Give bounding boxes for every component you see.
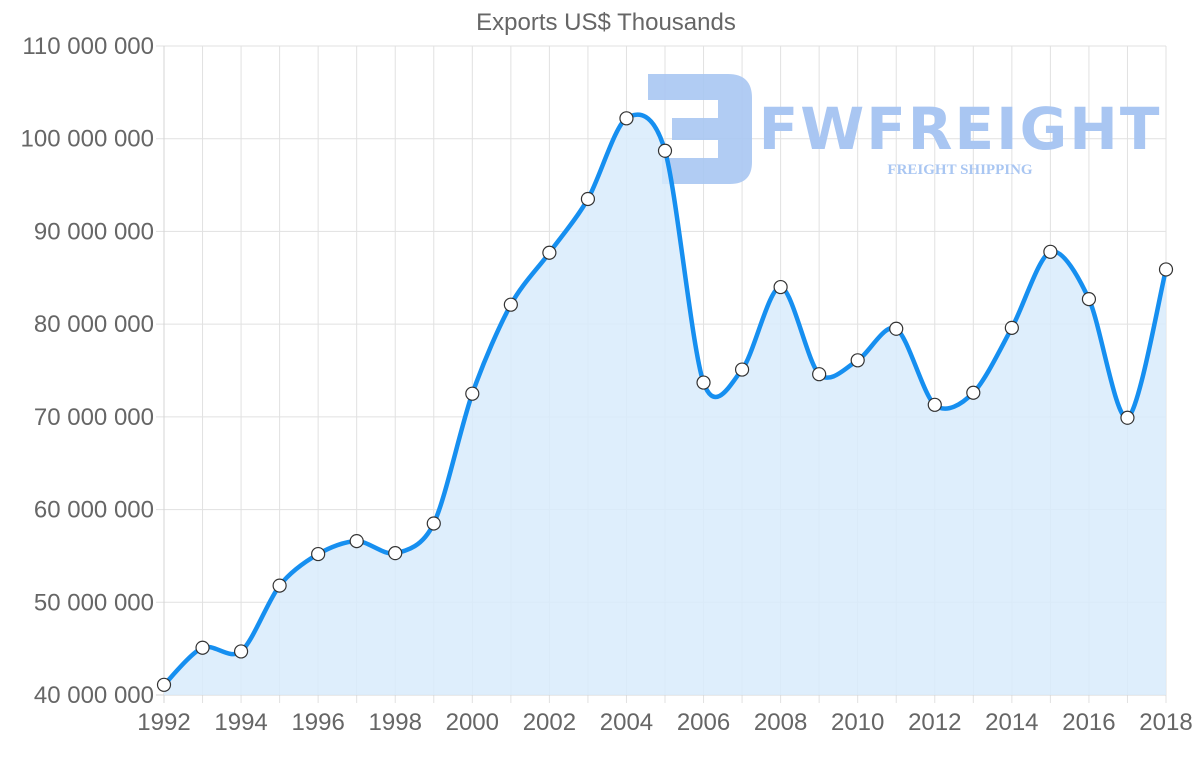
data-points: 1992: 41100000 1993: 45100000 1994: 447000… (156, 111, 1174, 692)
y-tick-label: 60 000 000 (34, 497, 154, 524)
data-point-2003[interactable]: 2003: 93500000 (580, 191, 596, 207)
data-point-2001[interactable]: 2001: 82100000 (503, 297, 518, 312)
x-tick-label: 2008 (754, 709, 807, 736)
data-point-2007[interactable]: 2007: 75100000 (734, 362, 750, 377)
x-tick-label: 2018 (1139, 709, 1192, 736)
y-tick-label: 40 000 000 (34, 682, 154, 709)
area-fill (164, 114, 1166, 695)
y-tick-label: 100 000 000 (21, 126, 154, 153)
data-point-2015[interactable]: 2015: 87800000 (1043, 244, 1058, 259)
watermark-brand-text: FWFREIGHT (759, 95, 1162, 163)
data-point-2014[interactable]: 2014: 79600000 (1004, 320, 1019, 335)
data-point-2018[interactable]: 2018: 85900000 (1158, 262, 1174, 277)
data-point-1995[interactable]: 1995: 51800000 (272, 578, 287, 593)
chart-title: Exports US$ Thousands (476, 9, 736, 36)
data-point-2006[interactable]: 2006: 73700000 (696, 375, 711, 390)
data-point-1998[interactable]: 1998: 55300000 (388, 546, 403, 561)
data-point-1997[interactable]: 1997: 56600000 (349, 533, 364, 549)
data-point-2011[interactable]: 2011: 79500000 (889, 321, 904, 336)
data-point-2012[interactable]: 2012: 71300000 (927, 397, 942, 412)
watermark-tagline-text: FREIGHT SHIPPING (887, 162, 1032, 178)
data-point-2016[interactable]: 2016: 82700000 (1081, 292, 1097, 307)
data-point-1994[interactable]: 1994: 44700000 (233, 644, 249, 659)
data-point-2004[interactable]: 2004: 102200000 (619, 111, 634, 126)
y-tick-label: 50 000 000 (34, 589, 154, 616)
y-tick-label: 110 000 000 (22, 33, 154, 60)
x-tick-label: 1992 (137, 709, 190, 736)
data-point-1992[interactable]: 1992: 41100000 (156, 677, 172, 692)
y-tick-label: 90 000 000 (34, 218, 154, 245)
data-point-2013[interactable]: 2013: 72600000 (966, 385, 981, 400)
x-tick-label: 2012 (908, 709, 961, 736)
x-tick-label: 1996 (291, 709, 344, 736)
x-tick-label: 2000 (446, 709, 499, 736)
x-tick-label: 2010 (831, 709, 884, 736)
x-tick-label: 2014 (985, 709, 1038, 736)
data-point-2005[interactable]: 2005: 98700000 (657, 143, 673, 158)
data-point-2008[interactable]: 2008: 84000000 (773, 279, 788, 295)
fwfreight-logo-icon (648, 74, 752, 184)
y-tick-label: 80 000 000 (34, 311, 154, 338)
x-axis-ticks: 1992 1994 1996 1998 2000 2002 2004 2006 2008 2010… (137, 709, 1192, 736)
x-tick-label: 2016 (1062, 709, 1115, 736)
area-fill-path (164, 114, 1166, 695)
data-point-1996[interactable]: 1996: 55200000 (311, 546, 326, 562)
data-point-2017[interactable]: 2017: 69900000 (1120, 410, 1135, 425)
data-point-2009[interactable]: 2009: 74600000 (812, 367, 827, 382)
x-tick-label: 2002 (523, 709, 576, 736)
y-axis-ticks: 40 000 000 50 000 000 60 000 000 70 000 000… (21, 33, 154, 709)
data-point-2000[interactable]: 2000: 72500000 (465, 386, 480, 401)
x-tick-label: 1994 (214, 709, 267, 736)
y-tick-label: 70 000 000 (34, 404, 154, 431)
x-tick-label: 2006 (677, 709, 730, 736)
x-tick-label: 2004 (600, 709, 653, 736)
watermark-logo: FWFREIGHT FREIGHT SHIPPING (648, 74, 1162, 184)
data-point-2010[interactable]: 2010: 76100000 (850, 353, 865, 368)
data-point-1993[interactable]: 1993: 45100000 (195, 640, 210, 655)
data-point-1999[interactable]: 1999: 58500000 (426, 516, 441, 531)
data-point-2002[interactable]: 2002: 87700000 (542, 245, 557, 260)
x-tick-label: 1998 (369, 709, 422, 736)
